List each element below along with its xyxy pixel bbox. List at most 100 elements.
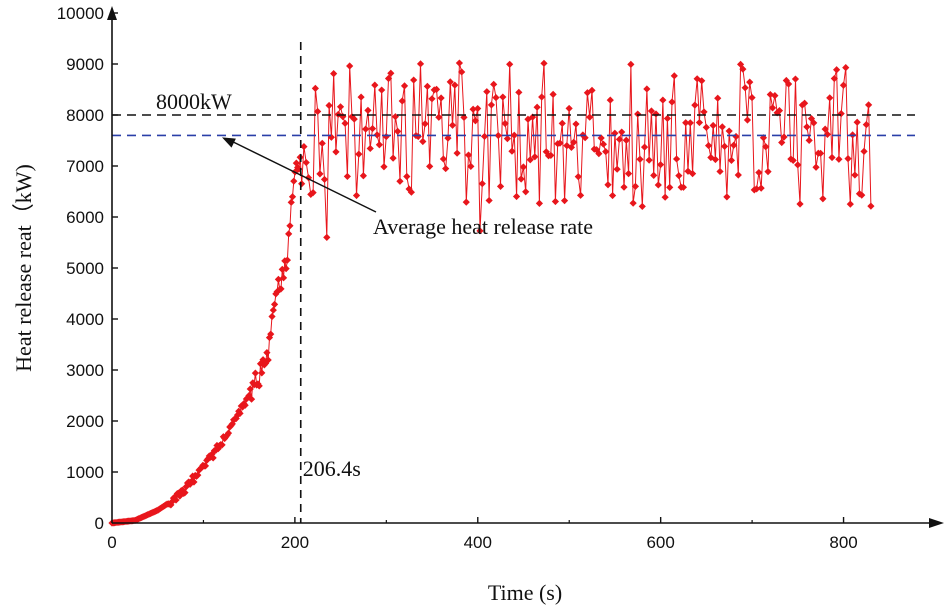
x-tick-label: 0 — [107, 533, 116, 552]
data-point — [398, 97, 406, 105]
x-axis-arrowhead — [929, 518, 944, 528]
data-point — [666, 183, 674, 192]
data-point — [228, 420, 236, 428]
data-point — [533, 103, 541, 111]
data-point — [636, 155, 644, 163]
data-point — [782, 76, 790, 85]
data-point — [659, 96, 667, 104]
data-point — [387, 69, 395, 77]
data-point — [494, 131, 502, 140]
data-point — [819, 195, 827, 203]
data-point — [506, 60, 514, 68]
data-point — [613, 165, 621, 173]
data-point — [711, 155, 720, 164]
data-point — [867, 202, 875, 210]
data-point — [810, 119, 818, 127]
data-point — [652, 110, 660, 118]
data-point — [618, 128, 626, 136]
data-point — [805, 136, 813, 145]
data-point — [650, 171, 658, 179]
data-point — [823, 130, 832, 139]
data-point — [318, 139, 326, 147]
data-point — [503, 135, 512, 143]
data-point — [355, 150, 363, 158]
data-point — [309, 189, 317, 197]
series-heat-release-rate — [108, 59, 875, 527]
data-point — [464, 151, 473, 159]
data-point — [348, 113, 356, 121]
data-point — [714, 94, 722, 102]
data-point — [453, 149, 461, 157]
data-point — [444, 134, 452, 142]
data-point — [389, 154, 397, 162]
data-point — [316, 170, 324, 178]
data-point — [435, 113, 443, 121]
data-point — [519, 163, 528, 171]
data-point — [675, 172, 683, 180]
data-point — [218, 441, 226, 449]
data-point — [419, 137, 427, 146]
data-point — [812, 163, 820, 171]
data-point — [592, 146, 601, 154]
data-point — [283, 256, 291, 264]
data-point — [853, 118, 861, 126]
data-point — [718, 123, 726, 131]
data-point — [416, 60, 425, 68]
data-point — [682, 119, 690, 127]
data-point — [716, 167, 724, 176]
data-point — [627, 60, 635, 68]
data-point — [350, 115, 358, 123]
x-tick-label: 200 — [281, 533, 309, 552]
data-point — [615, 135, 624, 143]
data-point — [572, 120, 580, 128]
annotation-8000kw: 8000kW — [156, 89, 232, 114]
data-point — [277, 285, 285, 293]
data-point — [238, 403, 247, 411]
data-point — [485, 196, 493, 205]
data-point — [586, 113, 594, 121]
data-point — [258, 369, 266, 377]
data-point — [304, 174, 313, 182]
data-point — [565, 104, 573, 113]
average-annotation-arrow — [229, 139, 377, 213]
y-axis-title: Heat release reat（kW) — [11, 164, 36, 372]
data-point — [597, 134, 605, 142]
data-point — [538, 93, 546, 101]
data-point — [695, 118, 704, 127]
data-point — [483, 88, 491, 96]
data-point — [437, 94, 445, 102]
data-point — [801, 99, 809, 107]
data-point — [212, 446, 220, 454]
average-annotation-arrowhead — [222, 137, 236, 148]
data-point — [382, 133, 390, 141]
data-point — [364, 106, 372, 114]
data-point — [469, 105, 477, 113]
data-point — [501, 119, 509, 128]
y-tick-label: 7000 — [66, 157, 104, 176]
data-point — [833, 66, 841, 74]
data-point — [352, 191, 361, 200]
data-point — [656, 161, 665, 169]
data-point — [357, 93, 365, 101]
data-point — [330, 70, 338, 78]
data-point — [368, 124, 377, 133]
data-point — [709, 121, 717, 130]
data-point — [771, 91, 779, 100]
data-point — [325, 101, 333, 110]
data-point — [789, 156, 797, 165]
data-point — [862, 121, 870, 129]
data-point — [332, 148, 340, 156]
data-point — [837, 109, 845, 118]
data-point — [858, 191, 866, 199]
data-point — [359, 172, 367, 180]
data-point — [688, 170, 697, 178]
x-tick-label: 400 — [464, 533, 492, 552]
data-point — [446, 78, 454, 86]
data-point — [476, 227, 484, 235]
data-point — [702, 123, 710, 131]
data-point — [821, 125, 829, 133]
data-point — [830, 74, 838, 83]
data-point — [375, 141, 383, 149]
data-point — [480, 132, 489, 141]
series-line — [111, 62, 872, 524]
